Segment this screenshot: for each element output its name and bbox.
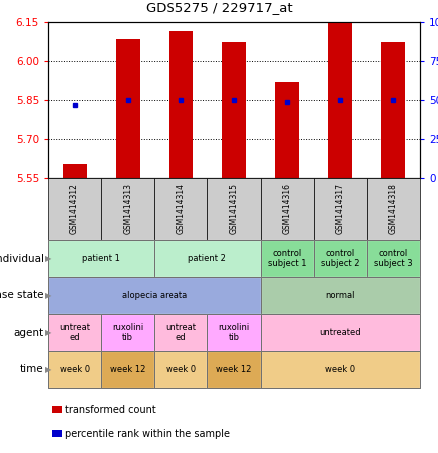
Bar (63, 164, 87, 178)
Text: week 0: week 0 (60, 365, 90, 374)
Text: disease state: disease state (0, 290, 44, 300)
Text: untreat
ed: untreat ed (166, 323, 196, 342)
Bar (222, 42, 246, 178)
Bar (328, 22, 352, 178)
Text: control
subject 3: control subject 3 (374, 249, 413, 268)
Text: patient 2: patient 2 (188, 254, 226, 263)
Text: GSM1414318: GSM1414318 (389, 183, 398, 235)
Bar (169, 31, 193, 178)
Text: untreated: untreated (319, 328, 361, 337)
Text: control
subject 2: control subject 2 (321, 249, 360, 268)
Text: ▶: ▶ (45, 291, 51, 300)
Text: ruxolini
tib: ruxolini tib (112, 323, 143, 342)
Text: week 12: week 12 (110, 365, 145, 374)
Text: untreat
ed: untreat ed (59, 323, 90, 342)
Text: GSM1414317: GSM1414317 (336, 183, 345, 235)
Bar (275, 82, 299, 178)
Text: GSM1414313: GSM1414313 (123, 183, 132, 235)
Text: control
subject 1: control subject 1 (268, 249, 307, 268)
Bar (116, 39, 140, 178)
Text: ruxolini
tib: ruxolini tib (219, 323, 250, 342)
Text: transformed count: transformed count (65, 405, 155, 415)
Bar (381, 42, 406, 178)
Text: alopecia areata: alopecia areata (122, 291, 187, 300)
Text: GDS5275 / 229717_at: GDS5275 / 229717_at (146, 1, 292, 14)
Text: week 0: week 0 (325, 365, 355, 374)
Text: week 12: week 12 (216, 365, 252, 374)
Text: ▶: ▶ (45, 365, 51, 374)
Text: GSM1414316: GSM1414316 (283, 183, 292, 235)
Text: normal: normal (325, 291, 355, 300)
Text: GSM1414312: GSM1414312 (70, 183, 79, 235)
Text: GSM1414315: GSM1414315 (230, 183, 239, 235)
Text: GSM1414314: GSM1414314 (177, 183, 185, 235)
Text: percentile rank within the sample: percentile rank within the sample (65, 429, 230, 439)
Text: ▶: ▶ (45, 254, 51, 263)
Text: week 0: week 0 (166, 365, 196, 374)
Text: ▶: ▶ (45, 328, 51, 337)
Text: individual: individual (0, 254, 44, 264)
Text: patient 1: patient 1 (82, 254, 120, 263)
Text: agent: agent (14, 328, 44, 337)
Text: time: time (20, 365, 44, 375)
